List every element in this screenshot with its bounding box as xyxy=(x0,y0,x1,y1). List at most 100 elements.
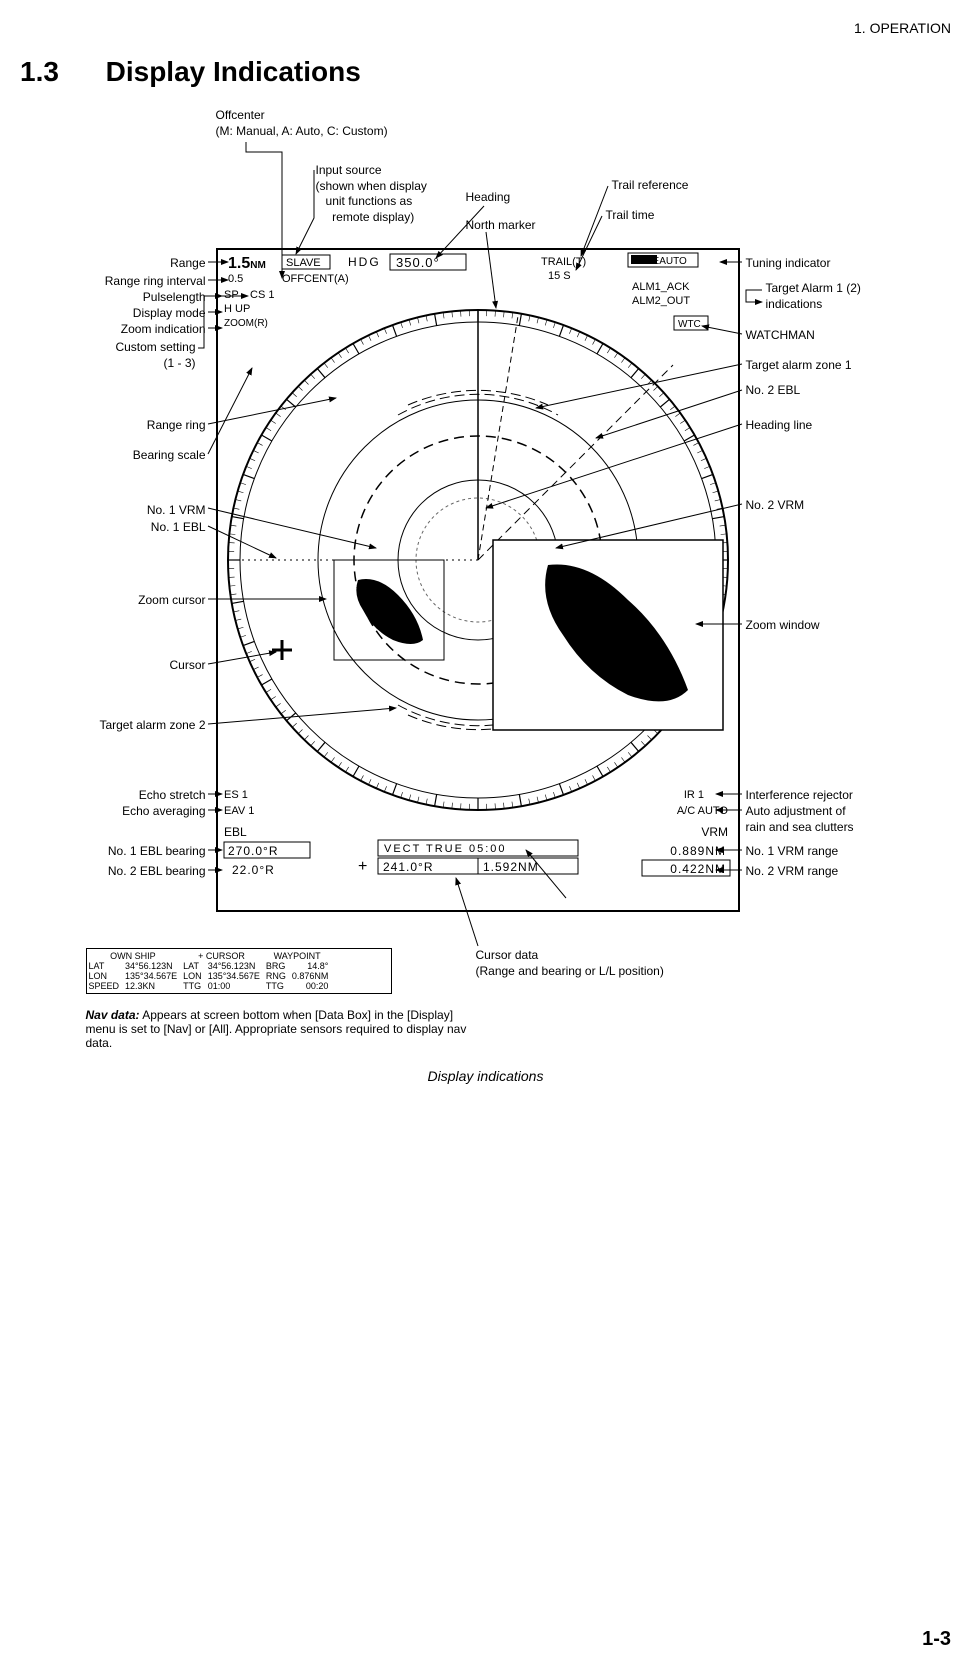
ann-bearing-scale: Bearing scale xyxy=(36,448,206,464)
own-speed-label: SPEED xyxy=(89,981,126,991)
trail-ref-text: TRAIL(T) xyxy=(541,256,586,268)
ann-cursor: Cursor xyxy=(36,658,206,674)
cs-text: CS 1 xyxy=(250,289,274,301)
ann-input-source: Input source (shown when display unit fu… xyxy=(316,163,427,225)
ann-target-alarm12-sub: indications xyxy=(766,297,823,311)
ann-range-ring: Range ring xyxy=(36,418,206,434)
cursor-rng-text: 1.592NM xyxy=(483,860,539,874)
cur-lon-label: LON xyxy=(183,971,208,981)
chapter-header: 1. OPERATION xyxy=(20,20,951,36)
ann-target-alarm12-title: Target Alarm 1 (2) xyxy=(766,281,861,295)
ann-no1-ebl: No. 1 EBL xyxy=(36,520,206,536)
cur-ttg: 01:00 xyxy=(208,981,266,991)
ann-range-ring-interval: Range ring interval xyxy=(36,274,206,290)
ac-text: A/C AUTO xyxy=(676,805,728,817)
ann-pulselength: Pulselength xyxy=(36,290,206,306)
ann-input-src-title: Input source xyxy=(316,163,382,177)
trail-time-text: 15 S xyxy=(548,270,571,282)
ann-trail-time: Trail time xyxy=(606,208,655,224)
ann-range: Range xyxy=(36,256,206,272)
ann-custom-setting-title: Custom setting xyxy=(115,340,195,354)
diagram-area: Offcenter (M: Manual, A: Auto, C: Custom… xyxy=(36,108,936,1068)
ann-zoom-indication: Zoom indication xyxy=(36,322,206,338)
ann-offcenter-sub: (M: Manual, A: Auto, C: Custom) xyxy=(216,124,388,138)
ann-no1-vrm: No. 1 VRM xyxy=(36,503,206,519)
ann-custom-setting-sub: (1 - 3) xyxy=(163,356,195,370)
section-number: 1.3 xyxy=(20,56,59,87)
own-speed: 12.3KN xyxy=(125,981,183,991)
ann-tuning-indicator: Tuning indicator xyxy=(746,256,831,272)
ann-heading-top: Heading xyxy=(466,190,511,206)
alm1-text: ALM1_ACK xyxy=(632,281,690,293)
own-ship-head: OWN SHIP xyxy=(89,951,184,961)
ann-no2-vrm-range: No. 2 VRM range xyxy=(746,864,839,880)
ann-target-alarm12: Target Alarm 1 (2) indications xyxy=(766,281,861,312)
wp-brg-label: BRG xyxy=(266,961,292,971)
nav-note-title: Nav data: xyxy=(86,1008,140,1022)
range-ring-int-text: 0.5 xyxy=(228,273,243,285)
heading-text: 350.0° xyxy=(396,255,440,270)
cur-lat-label: LAT xyxy=(183,961,208,971)
slave-text: SLAVE xyxy=(286,257,321,269)
cur-lat: 34°56.123N xyxy=(208,961,266,971)
offcenter-text: OFFCENT(A) xyxy=(282,273,349,285)
ann-zoom-window: Zoom window xyxy=(746,618,820,634)
ann-auto-adj-title: Auto adjustment of xyxy=(746,804,846,818)
ann-input-src-sub2: unit functions as xyxy=(326,194,413,208)
wp-ttg-label: TTG xyxy=(266,981,292,991)
ann-no2-ebl: No. 2 EBL xyxy=(746,383,801,399)
wp-rng-label: RNG xyxy=(266,971,292,981)
radar-scope xyxy=(228,310,728,810)
ebl1-text: 270.0°R xyxy=(228,844,279,858)
wtc-text: WTC xyxy=(678,319,701,330)
ebl2-text: 22.0°R xyxy=(232,863,275,877)
hup-text: H UP xyxy=(224,303,250,315)
plus-cursor: + xyxy=(358,858,367,875)
hdg-label-text: HDG xyxy=(348,255,381,269)
ann-auto-adj: Auto adjustment of rain and sea clutters xyxy=(746,804,854,835)
ann-input-src-sub3: remote display) xyxy=(332,210,414,224)
vect-text: VECT TRUE 05:00 xyxy=(384,843,507,855)
nav-note: Nav data: Appears at screen bottom when … xyxy=(86,1008,486,1050)
ann-interference-rejector: Interference rejector xyxy=(746,788,853,804)
ann-cursor-data: Cursor data (Range and bearing or L/L po… xyxy=(476,948,664,979)
cur-ttg-label: TTG xyxy=(183,981,208,991)
cur-lon: 135°34.567E xyxy=(208,971,266,981)
eav-text: EAV 1 xyxy=(224,805,254,817)
own-lon-label: LON xyxy=(89,971,126,981)
es-text: ES 1 xyxy=(224,789,248,801)
ann-offcenter: Offcenter (M: Manual, A: Auto, C: Custom… xyxy=(216,108,388,139)
cursor-head: + CURSOR xyxy=(183,951,266,961)
cursor-brg-text: 241.0°R xyxy=(383,860,434,874)
nav-data-box: OWN SHIP + CURSOR WAYPOINT LAT34°56.123N… xyxy=(86,948,392,994)
wp-brg: 14.8° xyxy=(292,961,335,971)
ann-cursor-data-sub: (Range and bearing or L/L position) xyxy=(476,964,664,978)
vrm-label-text: VRM xyxy=(701,825,728,839)
own-lon: 135°34.567E xyxy=(125,971,183,981)
ann-input-src-sub1: (shown when display xyxy=(316,179,427,193)
ann-auto-adj-sub: rain and sea clutters xyxy=(746,820,854,834)
waypoint-head: WAYPOINT xyxy=(266,951,335,961)
ann-no1-vrm-range: No. 1 VRM range xyxy=(746,844,839,860)
wp-rng: 0.876NM xyxy=(292,971,335,981)
ann-echo-averaging: Echo averaging xyxy=(36,804,206,820)
ann-custom-setting: Custom setting (1 - 3) xyxy=(36,340,196,371)
ann-heading-line: Heading line xyxy=(746,418,813,434)
ann-offcenter-title: Offcenter xyxy=(216,108,265,122)
ann-no1-ebl-bearing: No. 1 EBL bearing xyxy=(36,844,206,860)
own-lat: 34°56.123N xyxy=(125,961,183,971)
zoomr-text: ZOOM(R) xyxy=(224,318,268,329)
ir-text: IR 1 xyxy=(683,789,703,801)
radar-svg: 1.5NM SLAVE HDG 350.0° TRAIL(T) 15 S TUN… xyxy=(218,250,738,910)
ebl-label-text: EBL xyxy=(224,825,247,839)
section-heading: Display Indications xyxy=(106,56,361,87)
ann-cursor-data-title: Cursor data xyxy=(476,948,539,962)
section-title: 1.3 Display Indications xyxy=(20,56,951,88)
ann-trail-ref: Trail reference xyxy=(612,178,689,194)
ann-display-mode: Display mode xyxy=(36,306,206,322)
ann-no2-ebl-bearing: No. 2 EBL bearing xyxy=(36,864,206,880)
nav-note-body: Appears at screen bottom when [Data Box]… xyxy=(86,1008,467,1050)
radar-frame: 1.5NM SLAVE HDG 350.0° TRAIL(T) 15 S TUN… xyxy=(216,248,740,912)
range-value-text: 1.5NM xyxy=(228,255,266,272)
alm2-text: ALM2_OUT xyxy=(632,295,690,307)
